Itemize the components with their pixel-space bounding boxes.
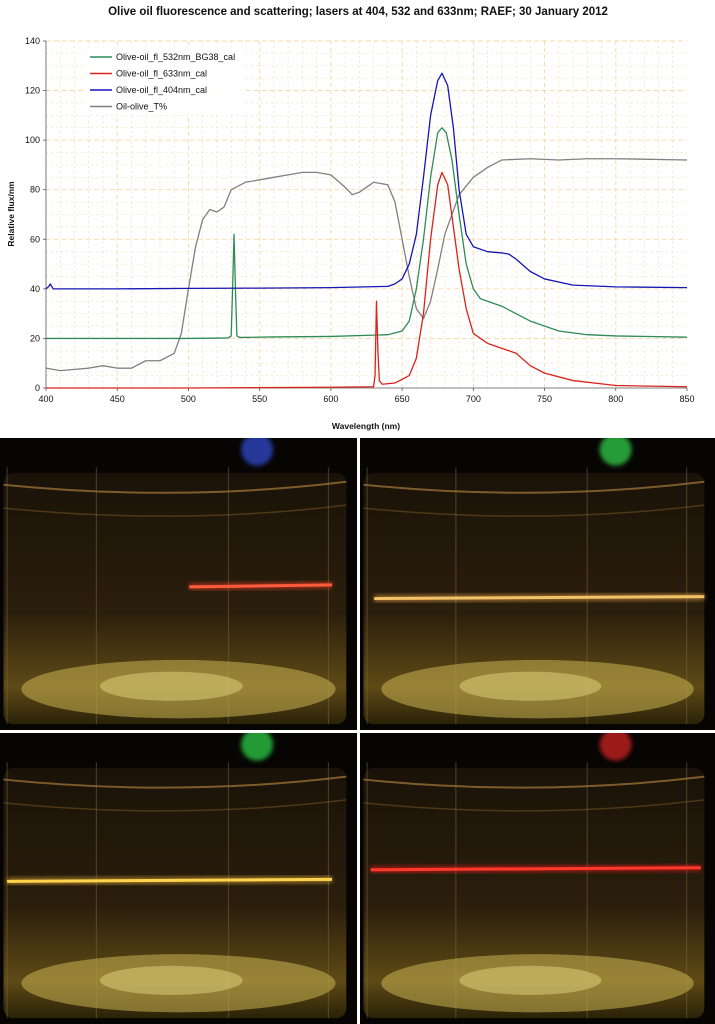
legend-label: Olive-oil_fl_532nm_BG38_cal (116, 52, 235, 62)
laser-beam (374, 595, 705, 601)
liquid-surface (3, 504, 347, 517)
x-tick-label: 400 (38, 394, 53, 404)
x-tick-label: 750 (537, 394, 552, 404)
x-tick-label: 600 (323, 394, 338, 404)
glass-photo-633nm (360, 733, 715, 1024)
glass-body (3, 473, 347, 725)
glass-base-highlight (99, 965, 243, 995)
glass-rim (363, 480, 705, 494)
liquid-surface (363, 799, 705, 812)
photo-panel-bottom-left (0, 733, 357, 1024)
y-tick-label: 120 (25, 86, 40, 96)
glass-rim (363, 775, 705, 789)
liquid-surface (363, 504, 705, 517)
laser-beam (189, 583, 333, 589)
x-tick-label: 500 (181, 394, 196, 404)
series-line-3 (45, 72, 688, 290)
y-tick-label: 0 (35, 383, 40, 393)
laser-beam (7, 877, 333, 883)
x-tick-label: 850 (679, 394, 694, 404)
y-tick-label: 20 (30, 333, 40, 343)
glow-spot (599, 438, 632, 466)
x-tick-label: 650 (395, 394, 410, 404)
chart-title: Olive oil fluorescence and scattering; l… (108, 6, 608, 18)
glass-rim (3, 775, 347, 789)
chart-svg: Olive oil fluorescence and scattering; l… (6, 6, 695, 431)
series-line-4 (45, 158, 688, 372)
glass-base-reflection (21, 659, 336, 719)
legend: Olive-oil_fl_532nm_BG38_cal Olive-oil_fl_… (84, 47, 246, 115)
series-line-1 (46, 127, 688, 340)
glass-photo-404nm (0, 438, 357, 730)
y-tick-label: 60 (30, 234, 40, 244)
photo-grid (0, 438, 715, 1024)
legend-label: Oil-olive_T% (116, 102, 167, 112)
x-tick-label: 800 (608, 394, 623, 404)
glow-spot (241, 733, 274, 761)
glass-body (363, 767, 705, 1019)
glass-base-highlight (459, 965, 602, 995)
photo-panel-bottom-right (360, 733, 715, 1024)
y-tick-label: 40 (30, 284, 40, 294)
glass-base-reflection (21, 954, 336, 1013)
glass-base-highlight (99, 671, 243, 701)
laser-beam (370, 866, 701, 872)
glass-photo-532nm-bg38 (0, 733, 357, 1024)
glass-rim (3, 480, 347, 494)
y-tick-label: 140 (25, 36, 40, 46)
glass-base-reflection (381, 954, 694, 1013)
x-axis-title: Wavelength (nm) (332, 421, 400, 431)
series-line-2 (46, 171, 688, 389)
series-lines (45, 72, 688, 389)
legend-label: Olive-oil_fl_633nm_cal (116, 69, 207, 79)
y-tick-label: 80 (30, 185, 40, 195)
y-tick-label: 100 (25, 135, 40, 145)
legend-label: Olive-oil_fl_404nm_cal (116, 85, 207, 95)
glass-body (3, 767, 347, 1019)
liquid-surface (3, 799, 347, 812)
glass-photo-532nm (360, 438, 715, 730)
legend-box (84, 47, 246, 115)
x-tick-label: 450 (110, 394, 125, 404)
x-tick-label: 700 (466, 394, 481, 404)
glass-base-highlight (459, 671, 602, 701)
photo-panel-top-right (360, 438, 715, 730)
spectrum-chart: Olive oil fluorescence and scattering; l… (0, 0, 715, 438)
y-axis-title: Relative flux/nm (6, 181, 16, 247)
photo-panel-top-left (0, 438, 357, 730)
glass-base-reflection (381, 659, 694, 719)
x-tick-label: 550 (252, 394, 267, 404)
glow-spot (241, 438, 274, 466)
glow-spot (599, 733, 632, 761)
